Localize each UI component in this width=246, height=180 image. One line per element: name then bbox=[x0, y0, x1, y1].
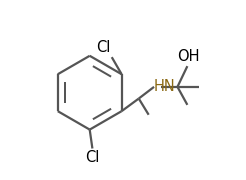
Text: HN: HN bbox=[154, 79, 176, 94]
Text: OH: OH bbox=[177, 49, 199, 64]
Text: Cl: Cl bbox=[96, 40, 111, 55]
Text: Cl: Cl bbox=[85, 150, 100, 165]
